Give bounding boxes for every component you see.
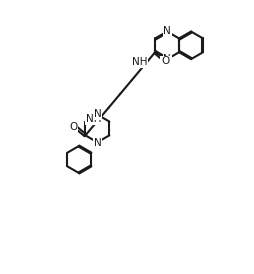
- Text: NH: NH: [86, 114, 101, 124]
- Text: N: N: [163, 55, 171, 64]
- Text: N: N: [93, 109, 101, 119]
- Text: N: N: [93, 138, 101, 147]
- Text: O: O: [69, 122, 77, 132]
- Text: O: O: [161, 56, 169, 66]
- Text: N: N: [163, 26, 171, 36]
- Text: NH: NH: [132, 57, 148, 67]
